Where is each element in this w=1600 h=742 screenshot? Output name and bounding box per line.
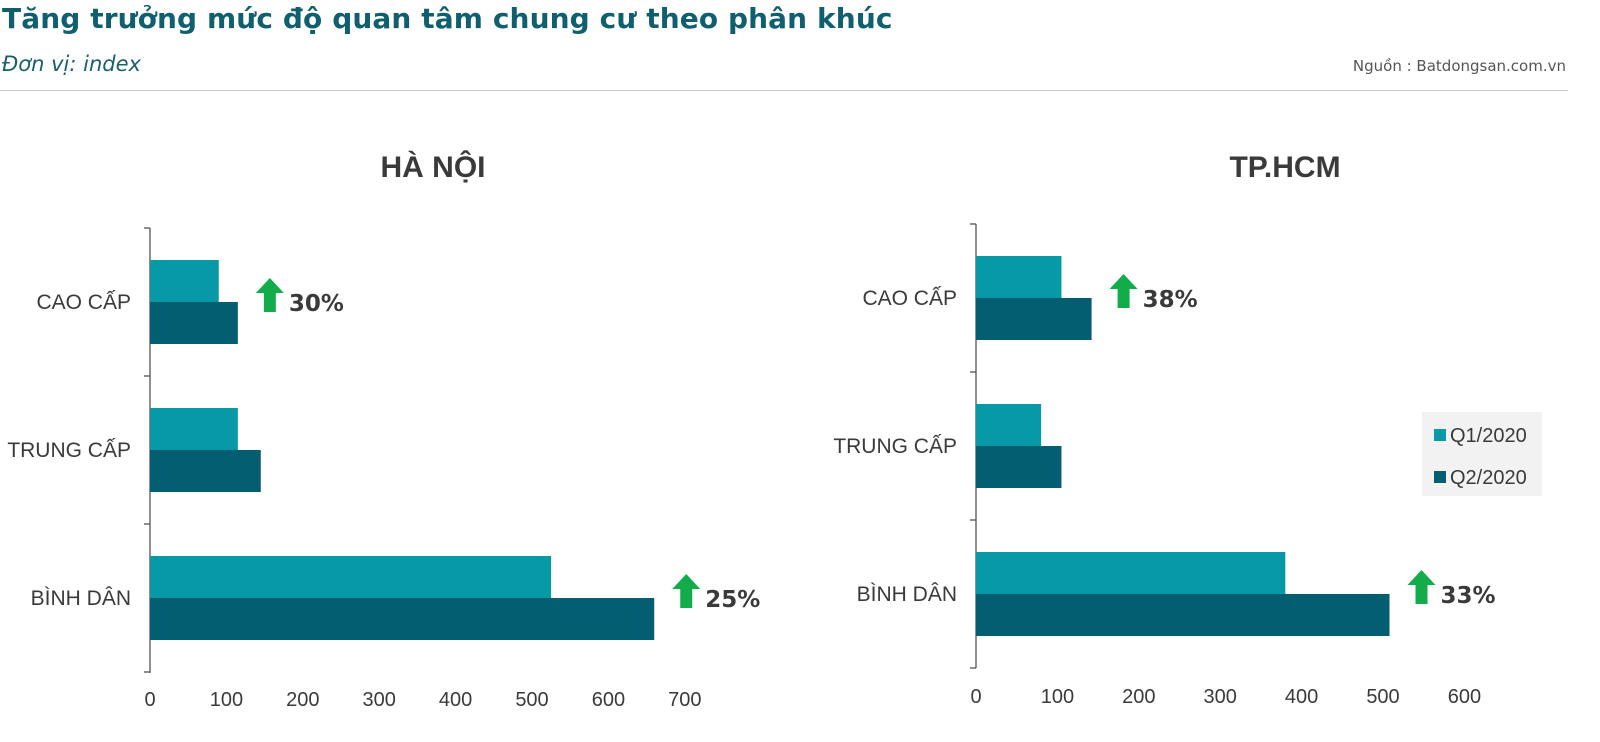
source-label: Nguồn : Batdongsan.com.vn	[1352, 57, 1566, 75]
legend-swatch	[1434, 471, 1446, 483]
up-arrow-icon	[255, 278, 284, 312]
bar-q2	[150, 450, 261, 492]
x-tick-label: 0	[144, 689, 155, 711]
chart-hanoi: HÀ NỘI CAO CẤP TRUNG CẤP BÌNH DÂN 0 100 200 300…	[7, 150, 760, 711]
bar-q1	[150, 260, 219, 302]
category-label: TRUNG CẤP	[7, 439, 131, 462]
x-tick-label: 500	[1366, 686, 1399, 708]
x-tick-label: 700	[668, 689, 701, 711]
bar-q1	[150, 408, 238, 450]
category-label: BÌNH DÂN	[857, 583, 957, 606]
bar-q1	[150, 556, 552, 598]
legend-label: Q1/2020	[1450, 425, 1527, 447]
growth-label: 38%	[1143, 287, 1198, 313]
legend-label: Q2/2020	[1450, 467, 1527, 489]
x-tick-label: 100	[1041, 686, 1074, 708]
chart-title: TP.HCM	[1229, 151, 1340, 184]
page-title: Tăng trưởng mức độ quan tâm chung cư the…	[2, 2, 893, 35]
growth-label: 30%	[289, 291, 344, 317]
growth-label: 25%	[705, 587, 760, 613]
category-label: BÌNH DÂN	[31, 587, 131, 610]
category-label: CAO CẤP	[862, 287, 957, 310]
up-arrow-icon	[1407, 570, 1436, 604]
chart-title: HÀ NỘI	[381, 150, 486, 184]
bar-q2	[976, 594, 1390, 636]
category-label: TRUNG CẤP	[833, 435, 957, 458]
x-tick-label: 600	[1448, 686, 1481, 708]
x-tick-label: 200	[286, 689, 319, 711]
unit-label: Đơn vị: index	[2, 52, 141, 76]
legend-swatch	[1434, 429, 1446, 441]
bar-q2	[150, 598, 655, 640]
up-arrow-icon	[672, 574, 701, 608]
category-label: CAO CẤP	[36, 291, 131, 314]
x-tick-label: 400	[439, 689, 472, 711]
bar-q1	[976, 404, 1042, 446]
x-tick-label: 300	[1204, 686, 1237, 708]
x-tick-label: 500	[515, 689, 548, 711]
bar-q2	[150, 302, 238, 344]
bar-q2	[976, 446, 1062, 488]
x-tick-label: 200	[1122, 686, 1155, 708]
growth-label: 33%	[1441, 583, 1496, 609]
x-tick-label: 300	[363, 689, 396, 711]
x-tick-label: 100	[210, 689, 243, 711]
bar-q2	[976, 298, 1092, 340]
bar-q1	[976, 256, 1062, 298]
bar-q1	[976, 552, 1286, 594]
up-arrow-icon	[1109, 274, 1138, 308]
x-tick-label: 600	[592, 689, 625, 711]
header-divider	[0, 90, 1568, 91]
chart-hcm: TP.HCM CAO CẤP TRUNG CẤP BÌNH DÂN 0 100 200 300…	[833, 151, 1542, 708]
x-tick-label: 0	[970, 686, 981, 708]
legend: Q1/2020 Q2/2020	[1422, 412, 1542, 496]
x-tick-label: 400	[1285, 686, 1318, 708]
